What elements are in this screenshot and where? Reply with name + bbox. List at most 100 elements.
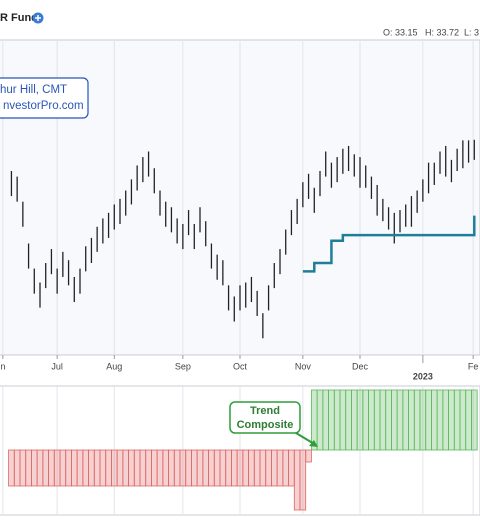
composite-bar	[208, 449, 215, 487]
composite-bar	[202, 449, 209, 487]
composite-bar	[288, 449, 295, 487]
composite-bar	[156, 449, 164, 487]
composite-bar	[453, 389, 461, 451]
trend-arrowhead	[309, 440, 318, 447]
composite-bar	[25, 449, 32, 487]
composite-bar	[111, 449, 118, 487]
composite-bar	[333, 389, 341, 451]
composite-bar	[459, 389, 467, 451]
composite-bar	[65, 449, 72, 487]
trend-box	[229, 401, 301, 434]
composite-bar	[42, 449, 49, 487]
open-value: O: 33.15	[383, 27, 418, 37]
composite-bar	[328, 389, 335, 451]
composite-bar	[442, 389, 449, 451]
composite-bar	[59, 449, 67, 487]
composite-bar	[436, 389, 444, 451]
composite-bar	[419, 389, 427, 451]
add-icon-plus	[35, 15, 41, 21]
composite-bar	[82, 449, 89, 487]
composite-bar	[225, 449, 232, 487]
composite-bar	[402, 389, 409, 451]
trend-label: Composite	[237, 419, 294, 431]
chart-title: R Fund	[0, 12, 38, 24]
composite-bar	[88, 449, 95, 487]
composite-bar	[122, 449, 129, 487]
composite-bar	[36, 449, 44, 487]
composite-bar	[339, 389, 347, 451]
composite-bar	[259, 449, 267, 487]
composite-bar	[356, 389, 364, 451]
year-label: 2023	[413, 371, 433, 381]
x-tick-label: Aug	[106, 361, 122, 371]
high-value: H: 33.72	[425, 27, 459, 37]
composite-bar	[8, 449, 15, 487]
composite-bar	[213, 449, 221, 487]
composite-bar	[145, 449, 152, 487]
low-value: L: 3	[464, 27, 479, 37]
composite-bar	[48, 449, 55, 487]
composite-bar	[31, 449, 38, 487]
x-tick-label: Dec	[352, 361, 369, 371]
x-tick-label: n	[0, 361, 5, 371]
composite-bar	[242, 449, 249, 487]
composite-bar	[408, 389, 415, 451]
composite-bar	[105, 449, 112, 487]
composite-bar	[253, 449, 261, 487]
composite-bar	[13, 449, 21, 487]
composite-bar	[465, 389, 472, 451]
composite-bar	[413, 389, 421, 451]
stop-line	[302, 215, 476, 273]
composite-bar	[351, 389, 358, 451]
composite-bar	[76, 449, 84, 487]
composite-bar	[99, 449, 107, 487]
composite-bar	[471, 389, 478, 451]
composite-bar	[373, 389, 381, 451]
x-tick-label: Fe	[468, 361, 479, 371]
composite-bar	[219, 449, 227, 487]
composite-bar	[265, 449, 272, 487]
composite-bar	[425, 389, 432, 451]
marks	[8, 139, 478, 511]
composite-bar	[248, 449, 255, 487]
composite-bar	[179, 449, 187, 487]
composite-bar	[53, 449, 61, 487]
composite-bar	[299, 449, 307, 511]
composite-bar	[385, 389, 392, 451]
composite-bar	[231, 449, 238, 487]
composite-bar	[128, 449, 135, 487]
composite-bar	[431, 389, 438, 451]
composite-bar	[71, 449, 78, 487]
composite-bar	[151, 449, 158, 487]
author-box	[0, 77, 89, 119]
composite-bar	[196, 449, 204, 487]
composite-bar	[276, 449, 284, 487]
composite-bar	[322, 389, 329, 451]
x-tick-label: Jul	[51, 361, 63, 371]
composite-bar	[236, 449, 244, 487]
composite-bar	[271, 449, 278, 487]
composite-bar	[379, 389, 387, 451]
composite-bar	[93, 449, 101, 487]
x-tick-label: Oct	[233, 361, 248, 371]
composite-bar	[168, 449, 175, 487]
composite-bar	[316, 389, 324, 451]
composite-bar	[191, 449, 198, 487]
composite-bar	[448, 389, 455, 451]
composite-bar	[116, 449, 124, 487]
composite-bar	[362, 389, 369, 451]
composite-bar	[345, 389, 352, 451]
composite-bar	[282, 449, 289, 487]
composite-bar	[305, 449, 312, 463]
composite-bar	[293, 449, 301, 511]
author-site: nvestorPro.com	[3, 100, 84, 112]
author-name: hur Hill, CMT	[0, 84, 67, 96]
composite-bar	[391, 389, 398, 451]
composite-bar	[368, 389, 375, 451]
composite-bar	[133, 449, 141, 487]
composite-bar	[19, 449, 27, 487]
composite-bar	[396, 389, 404, 451]
composite-bar	[173, 449, 181, 487]
x-tick-label: Sep	[175, 361, 191, 371]
